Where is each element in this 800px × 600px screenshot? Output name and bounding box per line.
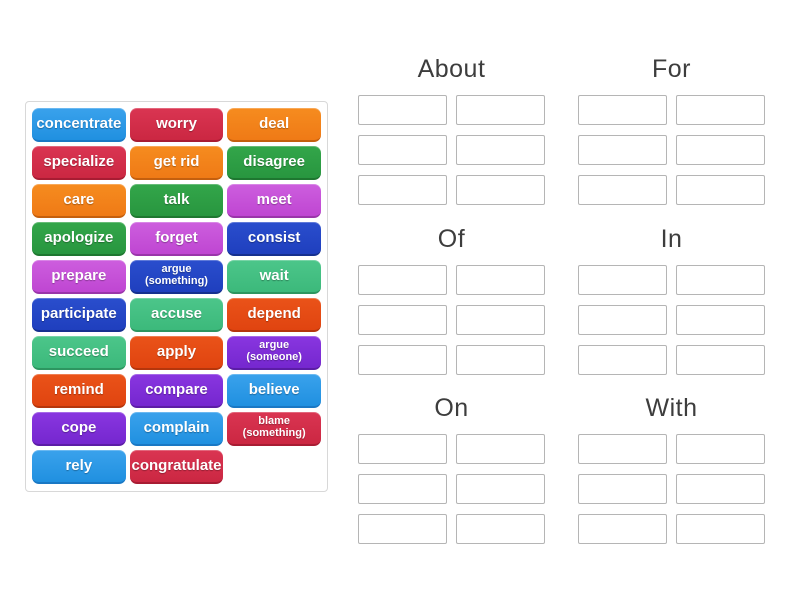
word-tile-concentrate[interactable]: concentrate [32, 108, 126, 142]
empty-slot[interactable] [676, 135, 765, 165]
empty-slot[interactable] [578, 135, 667, 165]
group-for-slots [578, 95, 765, 205]
word-tile-succeed[interactable]: succeed [32, 336, 126, 370]
empty-slot[interactable] [456, 514, 545, 544]
group-title-of: Of [437, 225, 466, 253]
word-tile-prepare[interactable]: prepare [32, 260, 126, 294]
empty-slot[interactable] [456, 175, 545, 205]
empty-slot[interactable] [676, 434, 765, 464]
group-with: With [578, 392, 765, 544]
word-tile-argue-someone[interactable]: argue (someone) [227, 336, 321, 370]
group-of: Of [358, 223, 545, 375]
empty-slot[interactable] [358, 95, 447, 125]
word-tile-consist[interactable]: consist [227, 222, 321, 256]
group-on-slots [358, 434, 545, 544]
empty-slot[interactable] [578, 305, 667, 335]
empty-slot[interactable] [358, 135, 447, 165]
word-tile-cope[interactable]: cope [32, 412, 126, 446]
word-tile-congratulate[interactable]: congratulate [129, 450, 224, 484]
empty-slot[interactable] [456, 474, 545, 504]
word-tile-remind[interactable]: remind [32, 374, 126, 408]
word-tile-specialize[interactable]: specialize [32, 146, 126, 180]
empty-slot[interactable] [358, 265, 447, 295]
empty-slot[interactable] [578, 345, 667, 375]
word-tile-disagree[interactable]: disagree [227, 146, 321, 180]
word-tile-participate[interactable]: participate [32, 298, 126, 332]
group-in-slots [578, 265, 765, 375]
group-about: About [358, 53, 545, 205]
word-tile-forget[interactable]: forget [129, 222, 224, 256]
word-tile-get-rid[interactable]: get rid [129, 146, 224, 180]
word-tile-rely[interactable]: rely [32, 450, 126, 484]
tiles-grid: concentrate worry deal specialize get rid dis… [32, 108, 321, 484]
word-tile-complain[interactable]: complain [129, 412, 224, 446]
empty-slot[interactable] [358, 305, 447, 335]
group-title-with: With [645, 394, 698, 422]
word-tile-talk[interactable]: talk [129, 184, 224, 218]
empty-slot[interactable] [578, 95, 667, 125]
group-title-on: On [434, 394, 469, 422]
word-tile-apologize[interactable]: apologize [32, 222, 126, 256]
empty-slot[interactable] [578, 265, 667, 295]
word-tile-meet[interactable]: meet [227, 184, 321, 218]
word-tile-deal[interactable]: deal [227, 108, 321, 142]
empty-slot[interactable] [358, 175, 447, 205]
group-title-about: About [417, 55, 486, 83]
word-tile-worry[interactable]: worry [129, 108, 224, 142]
empty-slot[interactable] [456, 434, 545, 464]
word-tile-accuse[interactable]: accuse [129, 298, 224, 332]
word-tile-depend[interactable]: depend [227, 298, 321, 332]
group-title-in: In [660, 225, 683, 253]
word-tile-believe[interactable]: believe [227, 374, 321, 408]
word-tiles-panel: concentrate worry deal specialize get rid dis… [25, 101, 328, 492]
word-tile-argue-something[interactable]: argue (something) [129, 260, 224, 294]
empty-slot[interactable] [676, 305, 765, 335]
empty-slot[interactable] [456, 135, 545, 165]
empty-slot[interactable] [456, 345, 545, 375]
empty-slot[interactable] [676, 265, 765, 295]
empty-slot[interactable] [456, 95, 545, 125]
word-tile-compare[interactable]: compare [129, 374, 224, 408]
empty-slot[interactable] [456, 305, 545, 335]
empty-slot[interactable] [676, 514, 765, 544]
empty-slot[interactable] [676, 175, 765, 205]
empty-slot[interactable] [676, 95, 765, 125]
group-about-slots [358, 95, 545, 205]
word-tile-apply[interactable]: apply [129, 336, 224, 370]
word-tile-wait[interactable]: wait [227, 260, 321, 294]
group-of-slots [358, 265, 545, 375]
group-with-slots [578, 434, 765, 544]
empty-slot[interactable] [578, 175, 667, 205]
empty-slot[interactable] [676, 345, 765, 375]
empty-slot[interactable] [358, 474, 447, 504]
empty-slot[interactable] [456, 265, 545, 295]
empty-slot[interactable] [358, 514, 447, 544]
group-title-for: For [652, 55, 691, 83]
group-in: In [578, 223, 765, 375]
empty-slot[interactable] [358, 434, 447, 464]
empty-slot[interactable] [358, 345, 447, 375]
empty-slot[interactable] [578, 434, 667, 464]
word-tile-blame-something[interactable]: blame (something) [227, 412, 321, 446]
empty-slot[interactable] [578, 514, 667, 544]
empty-slot[interactable] [676, 474, 765, 504]
group-for: For [578, 53, 765, 205]
empty-slot[interactable] [578, 474, 667, 504]
word-tile-care[interactable]: care [32, 184, 126, 218]
group-on: On [358, 392, 545, 544]
